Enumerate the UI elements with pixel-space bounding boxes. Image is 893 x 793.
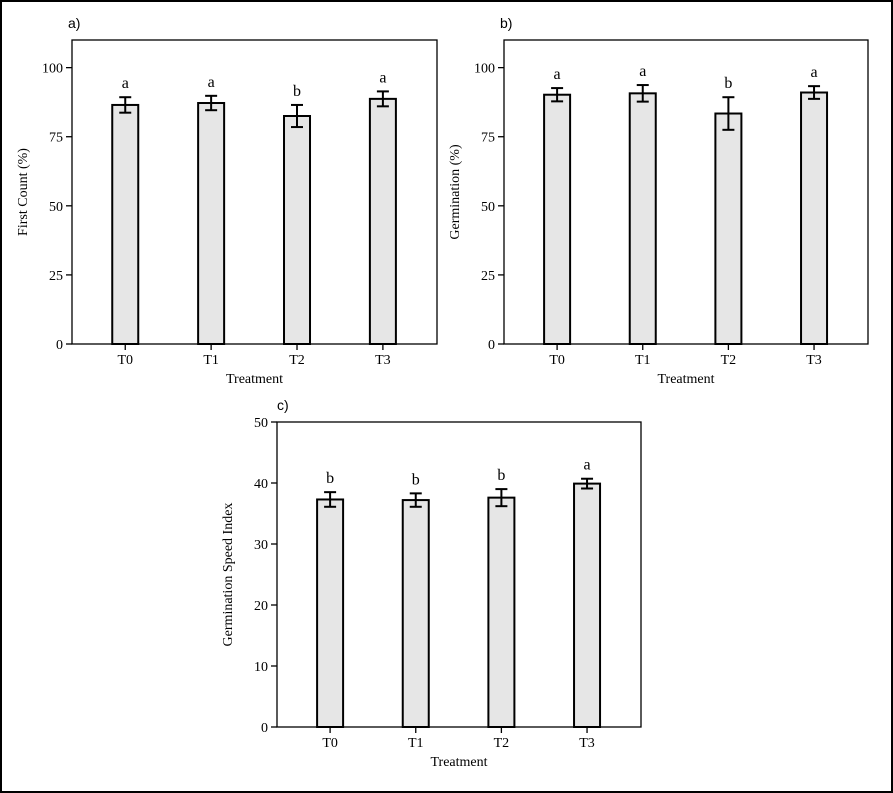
bar-T2 [487, 496, 516, 729]
significance-letter: a [583, 457, 590, 474]
x-tick-label: T1 [635, 353, 651, 368]
y-axis-label: Germination (%) [448, 144, 463, 240]
y-tick-label: 20 [254, 599, 268, 614]
y-tick-label: 30 [254, 538, 268, 553]
x-tick-label: T0 [117, 353, 133, 368]
significance-letter: b [293, 83, 301, 100]
y-tick-label: 100 [474, 62, 495, 77]
panel-b: b) 0 25 50 75 100 a T0 a T1 b T2 a T3 Treatment Germina… [448, 15, 869, 387]
x-tick-label: T3 [579, 736, 595, 751]
x-tick-label: T2 [494, 736, 510, 751]
bar-T1 [628, 92, 657, 345]
plot-area [71, 39, 438, 345]
y-tick-label: 50 [481, 200, 495, 215]
bar-T0 [111, 103, 140, 346]
x-tick-label: T2 [721, 353, 737, 368]
y-tick-label: 25 [481, 269, 495, 284]
x-tick-label: T1 [203, 353, 219, 368]
y-tick-label: 50 [254, 416, 268, 431]
x-axis-label: Treatment [430, 755, 487, 770]
bar-T2 [283, 115, 312, 345]
significance-letter: a [554, 66, 561, 83]
bar-T3 [573, 482, 602, 728]
x-tick-label: T0 [549, 353, 565, 368]
y-tick-label: 75 [481, 131, 495, 146]
x-tick-label: T1 [408, 736, 424, 751]
significance-letter: a [122, 75, 129, 92]
y-tick-label: 0 [56, 338, 63, 353]
y-tick-label: 75 [49, 131, 63, 146]
significance-letter: a [379, 69, 386, 86]
y-tick-label: 100 [42, 62, 63, 77]
panel-label: a) [68, 15, 80, 31]
x-tick-label: T3 [375, 353, 391, 368]
y-tick-label: 50 [49, 200, 63, 215]
significance-letter: b [497, 467, 505, 484]
bar-T0 [543, 93, 572, 345]
y-tick-label: 10 [254, 660, 268, 675]
bar-T2 [714, 112, 743, 345]
bar-T0 [316, 498, 345, 728]
x-tick-label: T3 [806, 353, 822, 368]
bar-T1 [197, 102, 226, 345]
y-axis-label: First Count (%) [16, 148, 31, 236]
x-tick-label: T0 [322, 736, 338, 751]
bar-T3 [368, 97, 397, 346]
plot-area [276, 421, 642, 728]
significance-letter: a [639, 63, 646, 80]
significance-letter: b [724, 75, 732, 92]
panel-a: a) 0 25 50 75 100 a T0 a T1 b T2 a T3 Treatment First C… [16, 15, 438, 387]
significance-letter: a [810, 64, 817, 81]
y-tick-label: 0 [261, 721, 268, 736]
y-axis-label: Germination Speed Index [221, 503, 236, 647]
y-tick-label: 25 [49, 269, 63, 284]
x-tick-label: T2 [289, 353, 305, 368]
x-axis-label: Treatment [226, 372, 283, 387]
panel-c: c) 0 10 20 30 40 50 b T0 b T1 b T2 a T3 Treatment Germin… [221, 397, 642, 770]
significance-letter: b [412, 471, 420, 488]
x-axis-label: Treatment [657, 372, 714, 387]
panel-label: b) [500, 15, 512, 31]
panel-label: c) [277, 397, 289, 413]
y-tick-label: 40 [254, 477, 268, 492]
y-tick-label: 0 [488, 338, 495, 353]
bar-T3 [800, 91, 829, 345]
bar-T1 [401, 499, 430, 728]
plot-area [503, 39, 869, 345]
significance-letter: a [208, 74, 215, 91]
significance-letter: b [326, 470, 334, 487]
